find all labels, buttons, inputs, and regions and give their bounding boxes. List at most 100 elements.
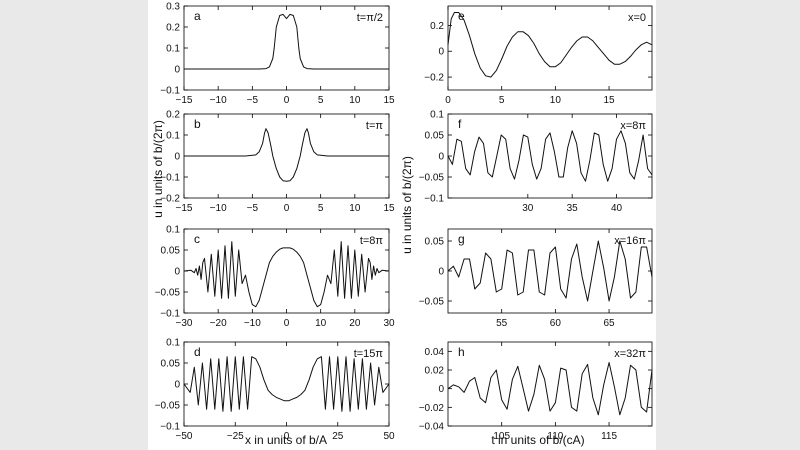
panel-c-letter: c xyxy=(194,232,200,246)
panel-b-ytick-label: 0.1 xyxy=(166,131,180,142)
panel-e-ytick-label: −0.2 xyxy=(424,73,444,84)
panel-b-annotation: t=π xyxy=(366,120,383,132)
panel-e: 0 5 10 15−0.200.2e x=0 xyxy=(424,5,653,106)
panel-h: 105 110 115 −0.04 −0.02 0 0.02 0.04 h x=32π xyxy=(419,341,653,442)
panel-d-ytick-label: −0.05 xyxy=(155,401,181,412)
panel-c-annotation: t=8π xyxy=(360,235,384,247)
panel-e-frame xyxy=(447,5,653,91)
panel-f-ytick-label: −0.1 xyxy=(424,194,444,205)
panel-g-xtick-label: 55 xyxy=(496,318,508,329)
panel-f-annotation: x=8π xyxy=(620,120,646,132)
panel-d-xtick-label: 50 xyxy=(383,431,395,442)
panel-d: −50 −25 0 25 50 −0.1 −0.05 0 0.05 0.1 d t=15π xyxy=(155,338,395,443)
panel-d-annotation: t=15π xyxy=(354,348,384,360)
panel-a-curve xyxy=(184,13,389,70)
panel-d-letter: d xyxy=(194,345,201,359)
panel-a-ytick-label: 0.3 xyxy=(166,2,180,13)
panel-g-letter: g xyxy=(458,232,465,246)
panel-a-ytick-label: 0.1 xyxy=(166,44,180,55)
panel-g-ytick-label: 0 xyxy=(438,267,444,278)
panel-h-frame xyxy=(447,341,653,427)
panel-d-xtick-label: −25 xyxy=(227,431,244,442)
panel-a-ytick-label: 0 xyxy=(174,65,180,76)
panel-g: 55 60 65 −0.05 0 0.05 g x=16π xyxy=(419,228,653,329)
panel-d-xtick-label: 25 xyxy=(332,431,344,442)
panel-c-ytick-label: 0.05 xyxy=(161,246,181,257)
panel-e-curve xyxy=(447,12,653,78)
x-axis-label-left: x in units of b/A xyxy=(245,433,327,447)
panel-f-ytick-label: 0.1 xyxy=(430,110,444,121)
panel-h-xtick-label: 110 xyxy=(547,431,563,442)
panel-b-ytick-label: 0.2 xyxy=(166,110,180,121)
panel-d-ytick-label: 0.05 xyxy=(161,359,181,370)
panel-h-ytick-label: −0.04 xyxy=(419,422,445,433)
panel-a-xtick-label: −10 xyxy=(210,95,227,106)
panel-a-xtick-label: −5 xyxy=(247,95,259,106)
panel-e-ytick-label: 0.2 xyxy=(430,21,444,32)
panel-d-curve xyxy=(183,356,390,412)
panel-h-ytick-label: −0.02 xyxy=(419,403,445,414)
panel-h-ytick-label: 0.02 xyxy=(425,366,445,377)
panel-b-ytick-label: −0.2 xyxy=(160,194,180,205)
panel-a-xtick-label: 5 xyxy=(318,95,324,106)
panel-f-xtick-label: 40 xyxy=(611,203,623,214)
panel-c-ytick-label: −0.1 xyxy=(160,309,180,320)
panel-c-xtick-label: 30 xyxy=(383,318,395,329)
panel-c-curve xyxy=(183,241,390,308)
panel-h-curve xyxy=(447,362,653,416)
panel-b-letter: b xyxy=(194,117,201,131)
panels: −15 −10 −5 0 5 10 15−0.100.10.20.3a t=π/2−15 −10… xyxy=(155,2,653,443)
panel-c-ytick-label: 0.1 xyxy=(166,225,180,236)
panel-g-ytick-label: 0.05 xyxy=(425,237,445,248)
panel-c-ytick-label: −0.05 xyxy=(155,288,181,299)
panel-a: −15 −10 −5 0 5 10 15 −0.1 0 0.1 0.2 0.3 a t=π/2 xyxy=(160,2,395,107)
panel-f-curve xyxy=(447,130,653,182)
panel-b-ytick-label: 0 xyxy=(174,152,180,163)
panel-g-curve xyxy=(447,240,653,302)
x-axis-label-right: t in units of b/(cA) xyxy=(491,433,584,447)
panel-c-xtick-label: −30 xyxy=(176,318,193,329)
panel-a-ytick-label: −0.1 xyxy=(160,86,180,97)
y-axis-label-right: u in units of b/(2π) xyxy=(400,156,414,254)
panel-c-xtick-label: 20 xyxy=(349,318,361,329)
panel-f: 30 35 40 −0.1 −0.05 0 0.05 0.1 f x=8π xyxy=(419,110,653,214)
panel-c-xtick-label: −20 xyxy=(210,318,227,329)
panel-f-xtick-label: 35 xyxy=(567,203,579,214)
panel-f-ytick-label: 0 xyxy=(438,152,444,163)
panel-b-ytick-label: −0.1 xyxy=(160,173,180,184)
panel-c: −30 −20 −10 0 10 20 30 −0.1 −0.05 0 0.05 0.1 c t=8π xyxy=(155,225,395,330)
panel-d-ytick-label: 0 xyxy=(174,380,180,391)
panel-e-xtick-label: 5 xyxy=(499,95,505,106)
panel-a-xtick-label: −15 xyxy=(176,95,193,106)
panel-f-ytick-label: −0.05 xyxy=(419,173,445,184)
panel-e-xtick-label: 0 xyxy=(445,95,451,106)
panel-a-xtick-label: 10 xyxy=(349,95,361,106)
panel-f-xtick-label: 30 xyxy=(522,203,534,214)
panel-b: −15 −10 −5 0 5 10 15 −0.2 −0.1 0 0.1 0.2 b t=π xyxy=(160,110,395,215)
panel-e-ytick-label: 0 xyxy=(438,47,444,58)
panel-b-xtick-label: 0 xyxy=(284,203,290,214)
panel-c-xtick-label: 0 xyxy=(284,318,290,329)
panel-c-ytick-label: 0 xyxy=(174,267,180,278)
panel-d-xtick-label: −50 xyxy=(176,431,193,442)
panel-b-xtick-label: −10 xyxy=(210,203,227,214)
panel-a-xtick-label: 0 xyxy=(284,95,290,106)
panel-h-xtick-label: 115 xyxy=(601,431,617,442)
panel-a-xtick-label: 15 xyxy=(383,95,395,106)
panel-f-ytick-label: 0.05 xyxy=(425,131,445,142)
panel-d-ytick-label: 0.1 xyxy=(166,338,180,349)
panel-g-annotation: x=16π xyxy=(614,235,646,247)
panel-b-xtick-label: −15 xyxy=(176,203,193,214)
panel-e-xtick-label: 10 xyxy=(550,95,562,106)
panel-h-annotation: x=32π xyxy=(614,348,646,360)
panel-d-xtick-label: 0 xyxy=(284,431,290,442)
y-axis-label-left: u in units of b/(2π) xyxy=(151,120,165,218)
panel-e-annotation: x=0 xyxy=(628,12,646,24)
panel-h-ytick-label: 0 xyxy=(438,384,444,395)
panel-a-annotation: t=π/2 xyxy=(357,12,383,24)
panel-a-letter: a xyxy=(194,9,201,23)
panel-b-xtick-label: 15 xyxy=(383,203,395,214)
panel-g-xtick-label: 65 xyxy=(603,318,615,329)
panel-g-xtick-label: 60 xyxy=(550,318,562,329)
